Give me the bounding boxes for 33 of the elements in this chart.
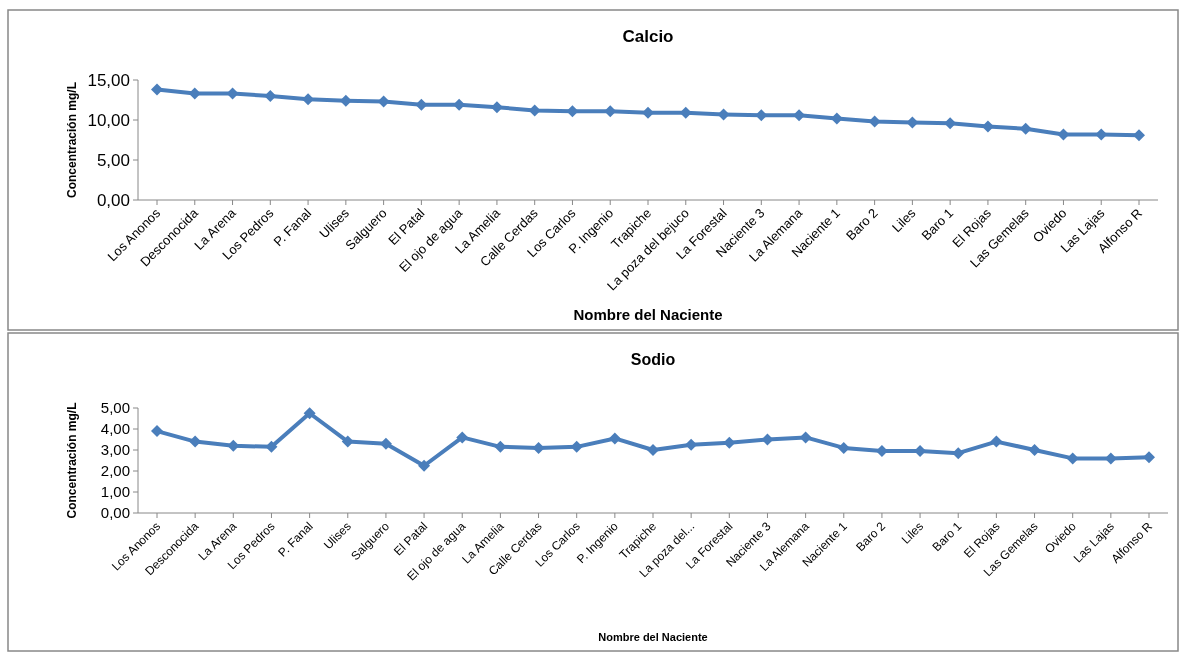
point [1143, 451, 1155, 464]
point [1028, 444, 1041, 456]
y-axis-title: Concentración mg/L [65, 402, 79, 519]
y-tick-label: 2,00 [100, 462, 130, 480]
x-axis-title: Nombre del Naciente [598, 631, 708, 643]
point [151, 83, 163, 96]
point [151, 425, 163, 438]
point [418, 459, 431, 472]
y-tick-label: 4,00 [100, 420, 130, 438]
point [990, 435, 1003, 448]
point [1133, 129, 1145, 142]
point [642, 106, 654, 119]
y-tick-label: 5,00 [100, 399, 130, 417]
chart-title: Sodio [630, 351, 676, 368]
y-axis-title: Concentración mg/L [65, 81, 79, 199]
point [647, 444, 659, 456]
point [837, 441, 850, 454]
x-tick-label: Baro 1 [929, 518, 965, 555]
y-tick-label: 0,00 [100, 504, 130, 522]
chart-title: Calcio [622, 27, 674, 46]
point [608, 432, 621, 445]
y-tick-label: 0,00 [96, 190, 130, 210]
point [303, 407, 316, 420]
y-tick-label: 10,00 [87, 110, 130, 130]
x-tick-label: Baro 2 [843, 205, 881, 244]
y-tick-label: 1,00 [100, 483, 130, 501]
y-tick-label: 3,00 [100, 441, 130, 459]
y-tick-label: 5,00 [96, 150, 130, 170]
x-axis-title: Nombre del Naciente [573, 306, 723, 323]
x-tick-label: Baro 2 [853, 518, 889, 555]
point [456, 431, 469, 444]
x-tick-label: Liles [888, 205, 919, 236]
y-tick-label: 15,00 [87, 70, 130, 90]
